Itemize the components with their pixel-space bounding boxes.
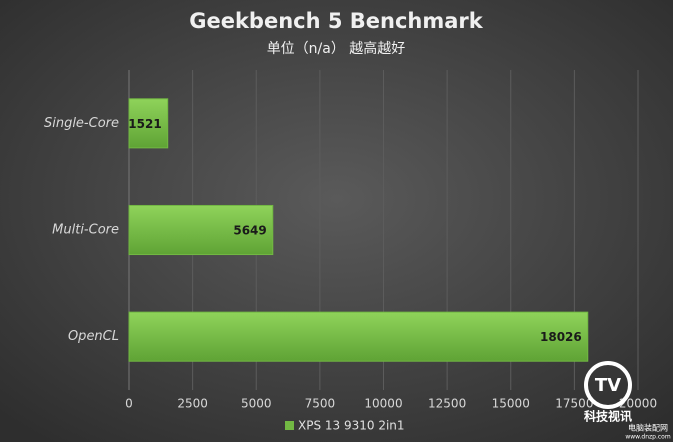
bar (128, 204, 274, 256)
x-tick-label: 0 (125, 397, 133, 411)
data-label: 1521 (128, 117, 161, 131)
chart-title: Geekbench 5 Benchmark (189, 9, 484, 33)
x-tick-label: 2500 (177, 397, 208, 411)
x-tick-label: 15000 (492, 397, 530, 411)
watermark: TV 科技视讯 电脑装配网 www.dnzp.com (584, 361, 671, 441)
y-tick-label: Multi-Core (52, 223, 119, 238)
watermark-site: 电脑装配网 (628, 423, 668, 433)
watermark-logo (584, 361, 632, 409)
legend-swatch (285, 421, 294, 430)
chart-subtitle: 单位（n/a） 越高越好 (267, 40, 406, 57)
y-tick-label: Single-Core (44, 116, 119, 131)
x-tick-label: 12500 (428, 397, 466, 411)
watermark-url: www.dnzp.com (625, 434, 671, 441)
watermark-text: 科技视讯 (584, 409, 632, 424)
bar (128, 311, 589, 362)
watermark-logo-mark: TV (595, 375, 621, 396)
y-tick-label: OpenCL (68, 329, 119, 344)
x-tick-label: 5000 (241, 397, 272, 411)
bar (128, 98, 169, 149)
data-label: 18026 (540, 330, 582, 344)
x-tick-label: 20000 (619, 397, 657, 411)
legend-label: XPS 13 9310 2in1 (298, 419, 405, 433)
x-tick-label: 7500 (305, 397, 336, 411)
x-tick-label: 10000 (364, 397, 402, 411)
x-tick-label: 17500 (555, 397, 593, 411)
data-label: 5649 (233, 224, 266, 238)
